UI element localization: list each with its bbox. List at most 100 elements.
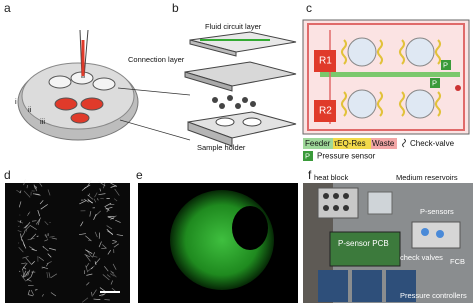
panel-b-ellipse [215, 117, 235, 127]
fiber-texture-line [22, 268, 25, 276]
panel-c-circle [455, 85, 461, 91]
panel-b-text: b [172, 1, 179, 15]
panel-f-text: Medium reservoirs [396, 173, 458, 182]
fiber-texture-line [41, 294, 44, 297]
fiber-texture-line [22, 270, 27, 277]
fiber-texture-line [92, 252, 96, 258]
fiber-texture-line [18, 247, 24, 253]
panel-f-g-circle [323, 205, 329, 211]
fiber-texture-line [44, 221, 49, 226]
fiber-texture-line [85, 235, 92, 242]
panel-b-g-circle [227, 95, 233, 101]
panel-e-text: e [136, 168, 143, 182]
panel-c-text: P [432, 78, 437, 87]
fiber-texture-line [17, 230, 22, 233]
panel-b-g-circle [219, 103, 225, 109]
fiber-texture-line [102, 244, 107, 249]
fiber-texture-line [19, 220, 22, 223]
fiber-texture-line [112, 240, 117, 242]
panel-c-text: P [305, 151, 310, 160]
panel-a-line [83, 29, 89, 79]
panel-a-line [117, 87, 191, 96]
fiber-texture-line [86, 179, 92, 187]
fiber-texture-line [20, 233, 23, 241]
fiber-texture-line [98, 181, 106, 187]
fiber-texture-line [34, 289, 38, 291]
panel-c-rect [371, 138, 397, 149]
panel-e-ellipse [232, 206, 268, 250]
panel-a-text: a [4, 1, 11, 15]
fiber-texture-line [51, 237, 57, 240]
panel-b-polygon [189, 31, 297, 53]
panel-e: e [136, 168, 298, 303]
panel-b-text: Connection layer [128, 55, 185, 64]
fiber-texture-line [31, 248, 38, 252]
fiber-texture-line [110, 215, 117, 220]
fiber-texture-line [17, 220, 24, 224]
panel-c-text: Waste [372, 139, 395, 148]
fiber-texture-line [25, 271, 29, 276]
panel-f-g-circle [333, 193, 339, 199]
panel-f-rect [317, 187, 359, 219]
fiber-texture-line [79, 200, 87, 205]
fiber-texture-line [36, 235, 39, 237]
fiber-texture-line [20, 274, 27, 282]
fiber-texture-line [93, 298, 101, 300]
fiber-texture-line [92, 289, 97, 296]
fiber-texture-line [81, 186, 87, 191]
panel-c-circle [347, 37, 377, 67]
panel-b-ellipse [242, 117, 262, 127]
fiber-texture-line [111, 271, 115, 274]
panel-a-line [119, 119, 191, 141]
panel-f-text: P-sensors [420, 207, 454, 216]
panel-f-circle [421, 228, 429, 236]
fiber-texture-line [110, 273, 115, 277]
fiber-texture-line [116, 234, 124, 237]
panel-c-g-path [435, 91, 441, 117]
fiber-texture-line [87, 265, 95, 272]
panel-c-g-path [341, 39, 347, 65]
fiber-texture-line [30, 233, 37, 240]
fiber-texture-line [24, 222, 31, 229]
fiber-texture-line [93, 198, 97, 203]
panel-b-text: Sample holder [197, 143, 246, 152]
panel-c-g-path [399, 91, 405, 117]
fiber-texture-line [23, 190, 31, 198]
panel-b-polygon [189, 39, 237, 57]
panel-c-text: Pressure sensor [317, 152, 376, 161]
panel-f-text: heat block [314, 173, 348, 182]
panel-c-text: Feeder [305, 139, 331, 148]
fiber-texture-line [81, 297, 89, 303]
panel-c-g-path [399, 39, 405, 65]
fiber-texture-line [86, 282, 90, 286]
panel-f-g-circle [323, 193, 329, 199]
fiber-texture-line [22, 262, 28, 270]
fiber-texture-line [113, 198, 118, 202]
panel-c-text: R1 [319, 56, 332, 67]
panel-c-rect [320, 72, 460, 77]
fiber-texture-line [102, 274, 110, 281]
panel-a-ellipse [92, 77, 116, 91]
fiber-texture-line [44, 239, 49, 242]
fiber-texture-line [41, 266, 49, 270]
panel-b-polygon [187, 121, 233, 147]
fiber-texture-line [41, 266, 45, 269]
fiber-texture-line [29, 224, 37, 230]
fiber-texture-line [40, 204, 48, 210]
fiber-texture-line [80, 221, 84, 227]
panel-c-text: P [443, 60, 448, 69]
fiber-texture-line [99, 188, 102, 192]
panel-b-g-circle [250, 101, 256, 107]
panel-b-g-circle [242, 97, 248, 103]
fiber-texture-line [110, 270, 117, 278]
panel-a-ellipse [70, 112, 90, 124]
fiber-texture-line [23, 179, 26, 186]
fiber-texture-line [113, 243, 119, 248]
fiber-texture-line [49, 247, 57, 251]
fiber-texture-line [85, 249, 93, 254]
fiber-texture-line [115, 219, 121, 223]
panel-f-text: FCB [450, 257, 465, 266]
panel-f-g-circle [333, 205, 339, 211]
